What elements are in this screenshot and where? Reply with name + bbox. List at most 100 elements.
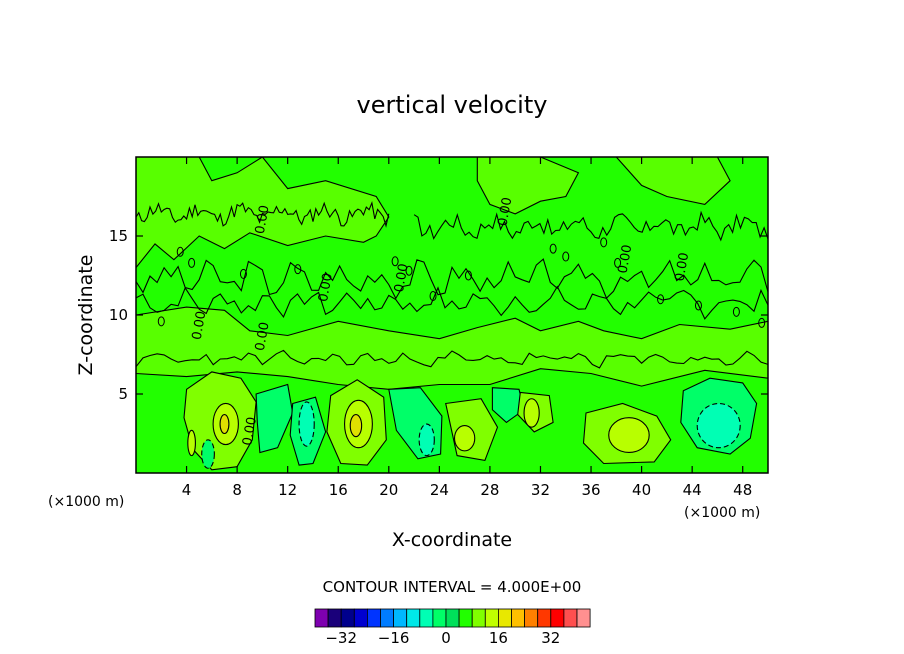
contour-line	[549, 243, 557, 254]
field-region	[615, 157, 731, 205]
colorbar-swatch	[471, 608, 486, 628]
updraft-core	[187, 429, 196, 457]
contour-line	[732, 306, 740, 317]
x-tick-label: 24	[430, 481, 449, 499]
y-axis-label: Z-coordinate	[75, 255, 97, 376]
colorbar-swatch	[497, 608, 512, 628]
colorbar-swatch	[563, 608, 578, 628]
y-tick-label: 10	[109, 306, 128, 324]
contour-label: 0.00	[190, 310, 210, 341]
downdraft-core	[298, 401, 315, 447]
field-region	[476, 157, 580, 215]
updraft-core	[523, 398, 540, 428]
colorbar-swatch	[576, 608, 591, 628]
x-axis-unit-left: (×1000 m)	[48, 494, 124, 510]
x-tick-label: 32	[531, 481, 550, 499]
downdraft-core	[696, 402, 741, 449]
contour-line	[694, 300, 702, 311]
contour-line	[758, 317, 766, 328]
contour-line	[136, 258, 768, 300]
contour-line	[600, 237, 608, 248]
colorbar-swatch	[393, 608, 408, 628]
y-tick-label: 5	[118, 385, 128, 403]
colorbar-swatch	[406, 608, 421, 628]
colorbar-swatch	[314, 608, 329, 628]
contour-line	[391, 256, 399, 267]
colorbar-swatch	[537, 608, 552, 628]
x-tick-label: 16	[329, 481, 348, 499]
contour-label: 0.00	[316, 272, 336, 303]
colorbar-swatch	[366, 608, 381, 628]
colorbar-swatch	[380, 608, 395, 628]
contour-labels: 0.00 0.00 0.00 0.00 0.00 0.00 0.00 0.00 0.00	[190, 196, 693, 447]
x-axis-label: X-coordinate	[392, 529, 512, 551]
contour-line	[239, 268, 247, 279]
contour-fill-layer	[136, 157, 768, 471]
updraft-peak	[219, 413, 230, 435]
x-tick-label: 4	[182, 481, 192, 499]
contour-line	[562, 251, 570, 262]
colorbar-tick-label: 0	[441, 629, 451, 647]
updraft-core	[453, 425, 476, 452]
contour-label: 0.00	[392, 262, 412, 293]
colorbar-swatch	[550, 608, 565, 628]
chart-title: vertical velocity	[357, 91, 548, 119]
contour-line	[157, 316, 165, 327]
contour-label: 0.00	[672, 251, 692, 282]
contour-line	[614, 257, 622, 268]
downdraft-cell	[491, 387, 525, 424]
colorbar-swatch	[419, 608, 434, 628]
downdraft-cell	[255, 383, 294, 454]
contour-line	[136, 200, 390, 228]
contour-line	[176, 246, 184, 257]
y-tick-label: 15	[109, 227, 128, 245]
colorbar-swatch	[340, 608, 355, 628]
x-tick-label: 40	[632, 481, 651, 499]
contour-label: 0.00	[496, 196, 516, 227]
field-region	[136, 306, 768, 390]
colorbar-swatch	[524, 608, 539, 628]
contour-line	[294, 264, 302, 275]
colorbar-swatch	[458, 608, 473, 628]
contour-line-layer	[136, 200, 768, 369]
colorbar-tick-label: −16	[378, 629, 410, 647]
colorbar-swatch	[353, 608, 368, 628]
x-tick-label: 12	[278, 481, 297, 499]
contour-line	[413, 210, 768, 242]
contour-line	[405, 265, 413, 276]
x-tick-label: 36	[581, 481, 600, 499]
downdraft-core	[418, 423, 435, 457]
x-tick-label: 28	[480, 481, 499, 499]
colorbar-swatch	[484, 608, 499, 628]
colorbar: −32 −16 0 16 32	[314, 608, 591, 647]
contour-label: 0.00	[616, 244, 636, 275]
plot-area	[136, 157, 768, 473]
updraft-peak	[349, 413, 363, 438]
contour-line	[136, 285, 768, 320]
updraft-core	[608, 417, 650, 454]
x-tick-label: 8	[232, 481, 242, 499]
contour-line	[657, 294, 665, 305]
x-axis-unit-right: (×1000 m)	[684, 505, 760, 521]
x-axis-ticks: 4 8 12 16 20 24 28 32 36 40 44 48	[182, 157, 752, 499]
contour-line	[136, 349, 768, 369]
x-tick-label: 48	[733, 481, 752, 499]
contour-interval-text: CONTOUR INTERVAL = 4.000E+00	[323, 578, 582, 596]
colorbar-tick-label: 16	[489, 629, 508, 647]
contour-line	[464, 270, 472, 281]
contour-label: 0.00	[253, 321, 273, 352]
colorbar-swatch	[432, 608, 447, 628]
x-tick-label: 44	[683, 481, 702, 499]
x-tick-label: 20	[379, 481, 398, 499]
colorbar-swatch	[327, 608, 342, 628]
contour-line	[429, 291, 437, 302]
contour-line	[188, 257, 196, 268]
colorbar-tick-label: −32	[325, 629, 357, 647]
contour-label: 0.00	[253, 204, 273, 235]
colorbar-tick-label: 32	[541, 629, 560, 647]
downdraft-cell	[201, 439, 215, 469]
contour-label: 0.00	[240, 416, 260, 447]
y-axis-ticks: 5 10 15	[109, 227, 768, 403]
colorbar-swatch	[445, 608, 460, 628]
